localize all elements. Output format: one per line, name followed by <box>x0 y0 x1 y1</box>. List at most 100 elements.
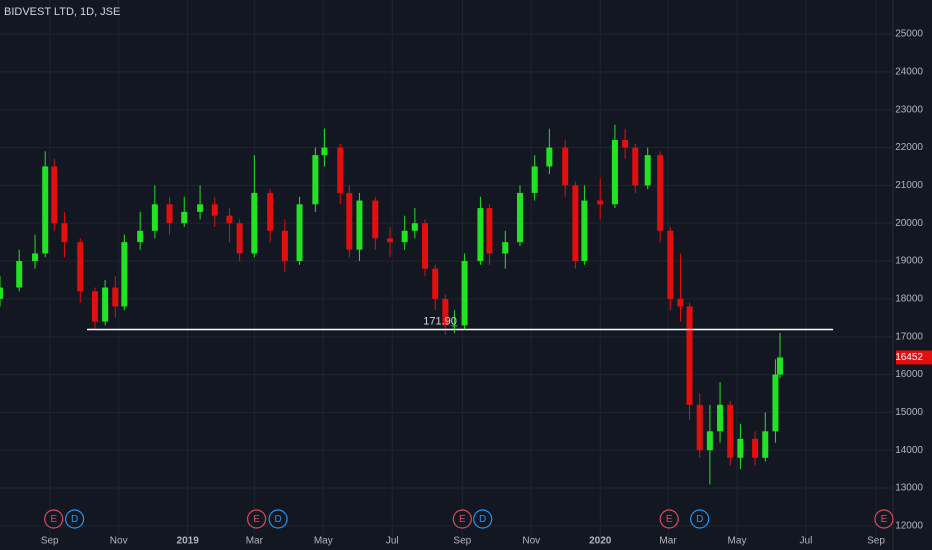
candle-body <box>386 238 393 243</box>
candle-body <box>644 155 651 186</box>
event-marker <box>65 509 85 529</box>
x-tick-label: 2020 <box>589 536 612 547</box>
candle-body <box>61 223 68 243</box>
x-tick-label: Nov <box>522 536 540 547</box>
x-tick-label: Sep <box>867 536 885 547</box>
candle-body <box>401 230 408 243</box>
candle-body <box>372 200 379 239</box>
candle-body <box>677 298 684 307</box>
x-tick-label: Jul <box>386 536 399 547</box>
candle-body <box>737 438 744 458</box>
y-tick-label: 23000 <box>895 104 923 115</box>
candle-body <box>337 147 344 193</box>
candle-body <box>776 357 783 375</box>
candle-body <box>312 155 319 205</box>
y-tick-label: 24000 <box>895 67 923 78</box>
x-tick-label: Jul <box>800 536 813 547</box>
candle-body <box>657 155 664 231</box>
event-label: E <box>253 514 260 525</box>
candle-body <box>346 192 353 250</box>
candle-body <box>546 147 553 167</box>
candle-body <box>717 404 724 432</box>
candle-body <box>422 223 429 269</box>
y-tick-label: 25000 <box>895 29 923 40</box>
event-label: E <box>666 514 673 525</box>
candle-body <box>296 204 303 262</box>
event-marker <box>44 509 64 529</box>
event-label: D <box>274 514 281 525</box>
event-marker <box>659 509 679 529</box>
candle-body <box>597 200 604 205</box>
candle-body <box>516 192 523 243</box>
candle-body <box>151 204 158 231</box>
event-marker <box>690 509 710 529</box>
candle-body <box>486 208 493 254</box>
candle-body <box>42 166 49 254</box>
last-price-label: 16452 <box>895 352 923 363</box>
candle-body <box>181 211 188 224</box>
y-tick-label: 14000 <box>895 445 923 456</box>
horizontal-line-label: 171.90 <box>423 315 457 327</box>
chart-title: BIDVEST LTD, 1D, JSE <box>4 6 120 18</box>
candle-body <box>102 287 109 322</box>
y-tick-label: 19000 <box>895 256 923 267</box>
candle-body <box>686 306 693 405</box>
event-label: E <box>881 514 888 525</box>
candle-body <box>442 298 449 326</box>
candle-body <box>451 325 458 327</box>
x-tick-label: Mar <box>246 536 264 547</box>
candle-body <box>667 230 674 299</box>
candle-body <box>226 215 233 224</box>
x-tick-label: Sep <box>453 536 471 547</box>
y-tick-label: 16000 <box>895 369 923 380</box>
candle-body <box>752 438 759 458</box>
event-marker <box>473 509 493 529</box>
candle-body <box>762 431 769 458</box>
y-tick-label: 12000 <box>895 521 923 532</box>
candle-body <box>562 147 569 186</box>
x-tick-label: Sep <box>41 536 59 547</box>
event-label: E <box>459 514 466 525</box>
candle-body <box>572 185 579 262</box>
x-tick-label: 2019 <box>177 536 200 547</box>
x-tick-label: May <box>728 536 747 547</box>
event-marker <box>246 509 267 529</box>
candle-body <box>432 268 439 299</box>
candle-body <box>32 253 39 262</box>
candle-body <box>706 431 713 451</box>
candle-body <box>321 147 328 156</box>
last-price-box <box>896 350 932 365</box>
candle-body <box>632 147 639 186</box>
candle-body <box>51 166 58 224</box>
event-label: E <box>50 514 57 525</box>
candle-body <box>0 287 3 299</box>
candle-body <box>581 200 588 262</box>
candle-body <box>772 374 779 432</box>
candle-body <box>356 200 363 250</box>
event-label: D <box>71 514 78 525</box>
candle-body <box>137 230 144 243</box>
candle-body <box>251 192 258 254</box>
grid <box>0 0 893 538</box>
candle-body <box>281 230 288 262</box>
candle-body <box>211 204 218 216</box>
candle-body <box>267 192 274 231</box>
event-marker <box>268 509 288 529</box>
x-tick-label: Mar <box>659 536 677 547</box>
candle-body <box>727 404 734 458</box>
event-label: D <box>696 514 703 525</box>
candle-body <box>121 242 128 307</box>
candle-body <box>411 223 418 231</box>
y-tick-label: 15000 <box>895 407 923 418</box>
y-tick-label: 20000 <box>895 218 923 229</box>
event-marker <box>874 509 894 529</box>
candle-body <box>622 139 629 148</box>
event-label: D <box>479 514 486 525</box>
candle-body <box>112 287 119 307</box>
y-tick-label: 18000 <box>895 294 923 305</box>
y-tick-label: 17000 <box>895 331 923 342</box>
candle-body <box>531 166 538 193</box>
candle-body <box>236 223 243 254</box>
candle-body <box>502 242 509 254</box>
